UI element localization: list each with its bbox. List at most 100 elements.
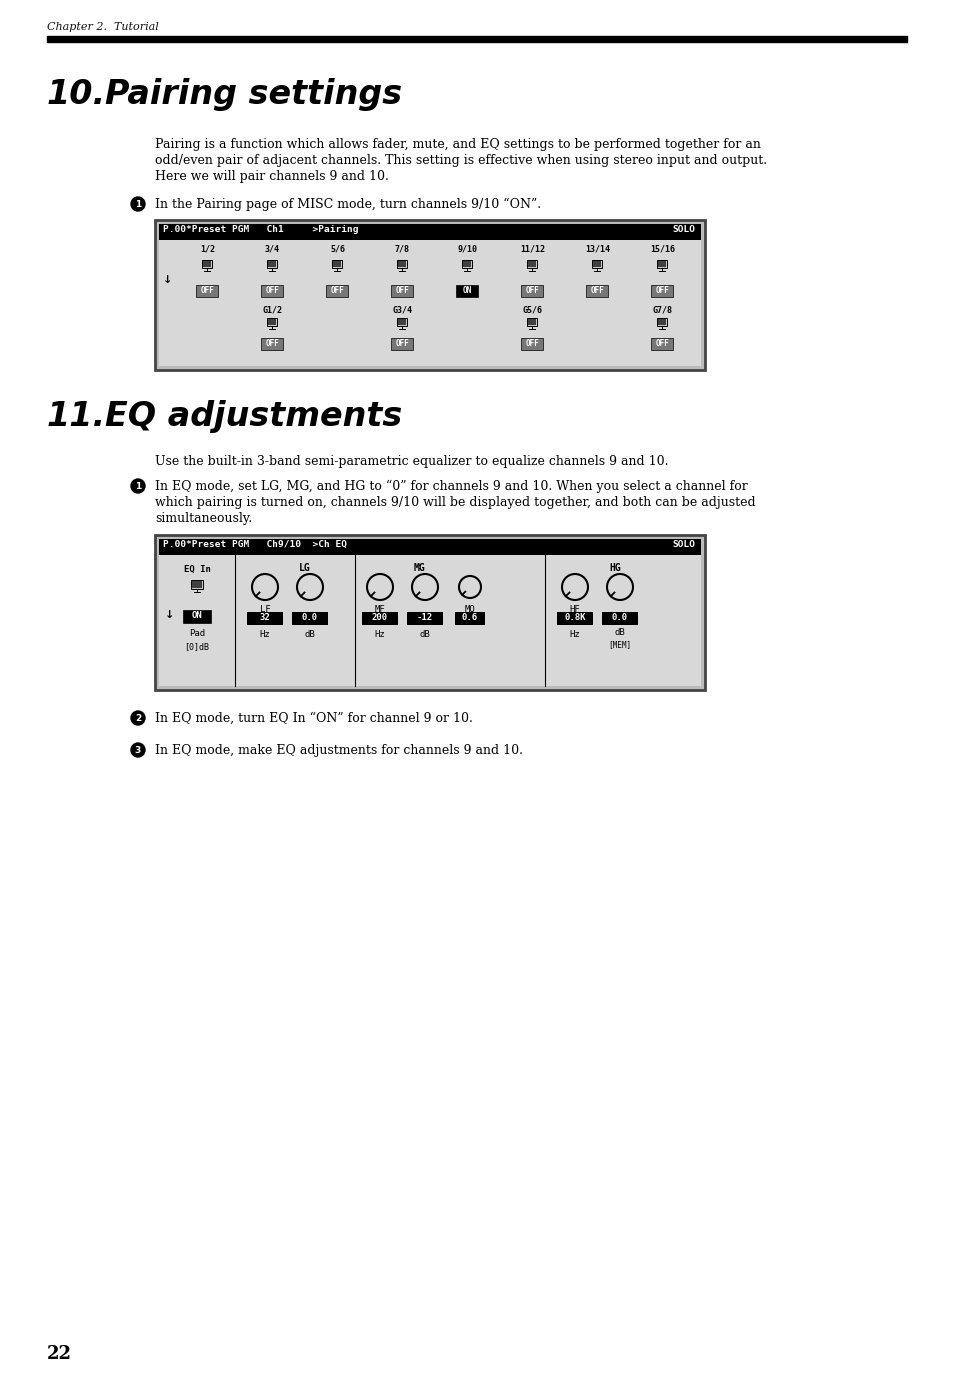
Bar xyxy=(334,261,341,267)
Text: 15/16: 15/16 xyxy=(649,243,675,253)
Text: which pairing is turned on, channels 9/10 will be displayed together, and both c: which pairing is turned on, channels 9/1… xyxy=(154,496,755,509)
Bar xyxy=(398,261,406,267)
Text: OFF: OFF xyxy=(395,286,409,296)
Bar xyxy=(267,260,277,268)
Bar xyxy=(183,610,211,623)
Bar xyxy=(159,539,700,686)
Text: 3/4: 3/4 xyxy=(265,243,280,253)
Text: Hz: Hz xyxy=(375,630,385,639)
Text: [0]dB: [0]dB xyxy=(184,642,210,650)
Bar xyxy=(397,260,407,268)
Bar xyxy=(247,612,283,626)
Bar xyxy=(191,580,203,588)
Text: OFF: OFF xyxy=(655,286,669,296)
Text: In EQ mode, turn EQ In “ON” for channel 9 or 10.: In EQ mode, turn EQ In “ON” for channel … xyxy=(154,712,473,725)
Bar xyxy=(527,318,537,326)
Bar xyxy=(192,582,202,588)
Text: OFF: OFF xyxy=(655,340,669,348)
Bar xyxy=(586,285,608,297)
Bar xyxy=(261,285,283,297)
Text: Use the built-in 3-band semi-parametric equalizer to equalize channels 9 and 10.: Use the built-in 3-band semi-parametric … xyxy=(154,455,668,468)
Text: In EQ mode, set LG, MG, and HG to “0” for channels 9 and 10. When you select a c: In EQ mode, set LG, MG, and HG to “0” fo… xyxy=(154,480,747,494)
Text: [MEM]: [MEM] xyxy=(608,639,631,649)
Bar xyxy=(292,612,328,626)
Text: 5/6: 5/6 xyxy=(330,243,345,253)
Bar xyxy=(261,338,283,351)
Text: ON: ON xyxy=(192,610,202,620)
Bar xyxy=(521,285,543,297)
Text: Here we will pair channels 9 and 10.: Here we will pair channels 9 and 10. xyxy=(154,170,389,183)
Text: 200: 200 xyxy=(372,613,388,622)
Text: G3/4: G3/4 xyxy=(392,305,412,314)
Text: OFF: OFF xyxy=(525,340,538,348)
Text: In EQ mode, make EQ adjustments for channels 9 and 10.: In EQ mode, make EQ adjustments for chan… xyxy=(154,744,522,758)
Text: P.00*Preset PGM   Ch9/10  >Ch EQ: P.00*Preset PGM Ch9/10 >Ch EQ xyxy=(163,540,347,549)
Text: Pairing settings: Pairing settings xyxy=(105,78,402,111)
Text: ↓: ↓ xyxy=(165,610,174,620)
Text: dB: dB xyxy=(304,630,315,639)
Bar xyxy=(557,612,593,626)
Bar xyxy=(456,285,478,297)
Bar xyxy=(154,535,704,690)
Circle shape xyxy=(131,711,145,725)
Text: SOLO: SOLO xyxy=(671,540,695,549)
Text: Hz: Hz xyxy=(259,630,270,639)
Text: 1: 1 xyxy=(134,481,141,491)
Bar xyxy=(398,319,406,324)
Text: In the Pairing page of MISC mode, turn channels 9/10 “ON”.: In the Pairing page of MISC mode, turn c… xyxy=(154,198,540,212)
Bar xyxy=(528,319,536,324)
Text: 11.: 11. xyxy=(47,400,106,433)
Bar xyxy=(159,539,700,556)
Text: P.00*Preset PGM   Ch1     >Pairing: P.00*Preset PGM Ch1 >Pairing xyxy=(163,226,358,234)
Bar xyxy=(196,285,218,297)
Bar xyxy=(592,260,602,268)
Text: MQ: MQ xyxy=(464,605,475,615)
Bar xyxy=(528,261,536,267)
Text: 32: 32 xyxy=(259,613,270,622)
Text: EQ In: EQ In xyxy=(183,565,211,573)
Text: Pairing is a function which allows fader, mute, and EQ settings to be performed : Pairing is a function which allows fader… xyxy=(154,138,760,151)
Text: SOLO: SOLO xyxy=(671,226,695,234)
Text: LG: LG xyxy=(299,562,311,573)
Text: OFF: OFF xyxy=(395,340,409,348)
Text: 7/8: 7/8 xyxy=(395,243,410,253)
Bar xyxy=(154,220,704,370)
Text: 22: 22 xyxy=(47,1345,71,1363)
Bar xyxy=(333,260,342,268)
Bar xyxy=(658,261,666,267)
Bar xyxy=(267,318,277,326)
Bar xyxy=(521,338,543,351)
Text: LF: LF xyxy=(259,605,270,615)
Bar xyxy=(391,285,413,297)
Circle shape xyxy=(131,742,145,758)
Text: 0.6: 0.6 xyxy=(461,613,477,622)
Text: G5/6: G5/6 xyxy=(522,305,542,314)
Bar xyxy=(462,260,472,268)
Text: G7/8: G7/8 xyxy=(652,305,672,314)
Bar xyxy=(651,338,673,351)
Text: dB: dB xyxy=(419,630,430,639)
Text: 13/14: 13/14 xyxy=(584,243,609,253)
Text: HF: HF xyxy=(569,605,579,615)
Bar xyxy=(268,261,276,267)
Text: OFF: OFF xyxy=(331,286,344,296)
Text: 11/12: 11/12 xyxy=(519,243,544,253)
Bar xyxy=(159,224,700,366)
Text: Chapter 2.  Tutorial: Chapter 2. Tutorial xyxy=(47,22,158,32)
Bar xyxy=(361,612,397,626)
Text: 10.: 10. xyxy=(47,78,106,111)
Text: OFF: OFF xyxy=(525,286,538,296)
Text: Hz: Hz xyxy=(569,630,579,639)
Bar xyxy=(651,285,673,297)
Text: 2: 2 xyxy=(134,714,141,722)
Text: MF: MF xyxy=(375,605,385,615)
Bar xyxy=(202,260,213,268)
Bar xyxy=(657,318,667,326)
Bar xyxy=(658,319,666,324)
Bar xyxy=(268,319,276,324)
Text: OFF: OFF xyxy=(200,286,214,296)
Text: G1/2: G1/2 xyxy=(262,305,282,314)
Text: MG: MG xyxy=(414,562,425,573)
Bar xyxy=(326,285,348,297)
Bar xyxy=(407,612,442,626)
